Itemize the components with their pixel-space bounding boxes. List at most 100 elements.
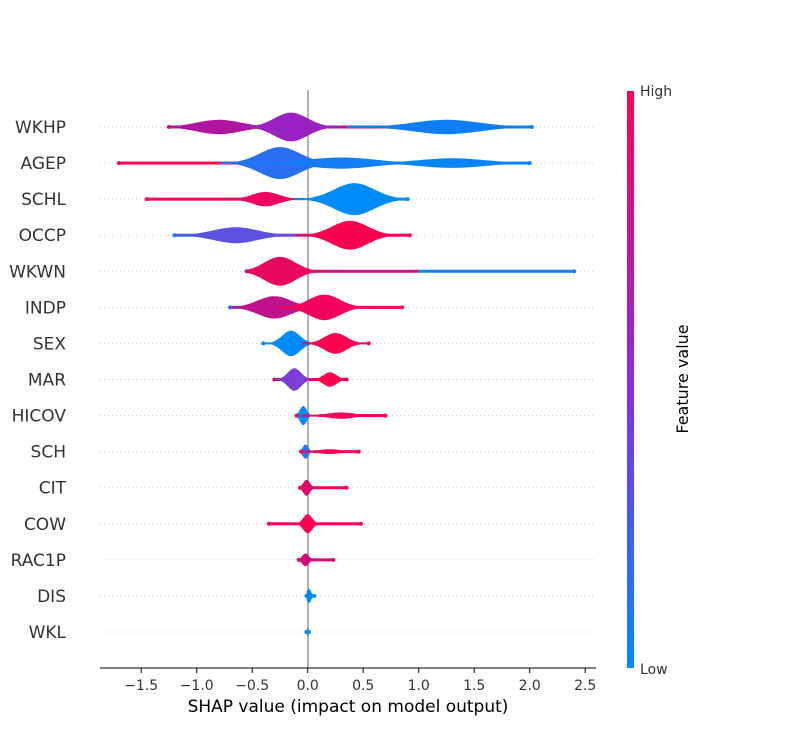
- violin-body: [246, 256, 327, 286]
- max-point: [358, 521, 363, 526]
- violin-body: [346, 119, 532, 135]
- feature-label: SCH: [31, 443, 66, 463]
- max-point: [529, 125, 534, 129]
- x-tick-label: 2.5: [574, 678, 596, 694]
- min-point: [297, 485, 302, 490]
- violin-tail: [246, 269, 419, 273]
- x-tick-label: 1.0: [408, 678, 430, 694]
- min-point: [172, 233, 177, 238]
- violin-body: [352, 158, 530, 168]
- min-point: [117, 161, 121, 166]
- max-point: [383, 413, 388, 418]
- max-point: [344, 485, 349, 490]
- feature-label: CIT: [39, 479, 67, 499]
- x-tick-label: −1.0: [180, 678, 214, 694]
- max-point: [400, 305, 405, 310]
- min-point: [296, 557, 301, 562]
- violin-schl: [144, 183, 410, 216]
- max-point: [407, 233, 412, 238]
- violin-body: [241, 157, 441, 169]
- max-point: [405, 197, 410, 202]
- violin-body: [296, 220, 404, 250]
- violin-cow: [266, 514, 363, 534]
- violin-rac1p: [296, 553, 336, 567]
- min-point: [261, 341, 266, 346]
- feature-label: OCCP: [19, 226, 66, 246]
- x-axis-label: SHAP value (impact on model output): [188, 697, 509, 717]
- violin-body: [302, 333, 369, 354]
- min-point: [266, 521, 271, 526]
- min-point: [299, 449, 304, 454]
- colorbar: [627, 91, 634, 668]
- violin-tail: [146, 197, 253, 201]
- x-tick-label: −0.5: [235, 678, 269, 694]
- feature-label: SEX: [33, 334, 67, 354]
- violin-body: [309, 372, 347, 387]
- violin-wkhp: [166, 112, 534, 142]
- feature-label: DIS: [37, 587, 66, 607]
- violin-dis: [304, 588, 317, 604]
- violin-body: [299, 479, 317, 496]
- max-point: [527, 161, 532, 166]
- violin-occp: [172, 220, 412, 250]
- feature-label: WKHP: [15, 118, 66, 138]
- feature-label: MAR: [28, 371, 66, 391]
- feature-label: WKWN: [9, 262, 66, 282]
- violin-body: [174, 227, 303, 244]
- violin-body: [225, 191, 306, 207]
- violin-body: [168, 119, 286, 135]
- min-point: [272, 377, 277, 382]
- violin-tail: [307, 558, 334, 562]
- min-point: [144, 197, 149, 202]
- violin-mar: [272, 368, 349, 391]
- colorbar-high-label: High: [640, 84, 672, 100]
- violin-body: [306, 588, 315, 604]
- violin-tail: [418, 269, 575, 273]
- violin-hicov: [294, 406, 388, 426]
- feature-label: AGEP: [21, 154, 67, 174]
- min-point: [294, 413, 299, 418]
- max-point: [356, 449, 361, 454]
- violin-body: [277, 294, 371, 321]
- x-tick-label: −1.5: [124, 678, 158, 694]
- max-point: [572, 269, 577, 274]
- feature-label: SCHL: [21, 190, 66, 210]
- violin-cit: [297, 479, 349, 496]
- min-point: [228, 305, 232, 310]
- feature-label: INDP: [25, 298, 66, 318]
- violin-body: [301, 412, 381, 419]
- violin-indp: [228, 294, 405, 321]
- violin-tail: [341, 305, 403, 309]
- violin-tail: [119, 161, 242, 165]
- max-point: [306, 630, 311, 634]
- max-point: [344, 377, 349, 382]
- min-point: [244, 269, 249, 274]
- max-point: [312, 593, 317, 598]
- min-point: [166, 125, 171, 129]
- violin-agep: [117, 147, 532, 180]
- violin-body: [241, 112, 341, 142]
- max-point: [331, 557, 336, 562]
- violin-body: [294, 514, 321, 534]
- x-tick-label: 1.5: [463, 678, 485, 694]
- violin-body: [301, 449, 359, 454]
- colorbar-title: Feature value: [673, 324, 692, 433]
- violin-body: [298, 553, 316, 567]
- violin-wkwn: [244, 256, 577, 286]
- violin-body: [230, 296, 325, 319]
- min-point: [304, 593, 309, 598]
- feature-label: WKL: [29, 623, 67, 643]
- feature-label: COW: [24, 515, 66, 535]
- x-tick-label: 0.5: [352, 678, 374, 694]
- violin-sch: [299, 444, 361, 459]
- feature-label: HICOV: [12, 407, 67, 427]
- feature-label: RAC1P: [11, 551, 66, 571]
- x-tick-label: 0.0: [297, 678, 319, 694]
- violin-wkl: [304, 627, 311, 637]
- violin-body: [294, 183, 408, 216]
- colorbar-low-label: Low: [640, 662, 668, 678]
- violin-body: [274, 368, 315, 391]
- violin-body: [264, 330, 318, 357]
